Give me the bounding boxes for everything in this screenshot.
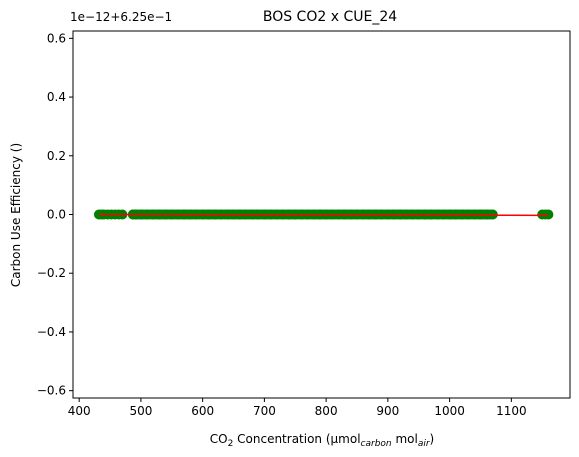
x-axis-label-mol: mol bbox=[392, 432, 418, 446]
x-tick-label: 900 bbox=[376, 404, 399, 418]
y-tick-label: 0.6 bbox=[47, 31, 66, 45]
x-axis-label-prefix: CO bbox=[210, 432, 228, 446]
x-tick-label: 800 bbox=[315, 404, 338, 418]
scatter-point bbox=[486, 210, 495, 219]
fit-line bbox=[99, 215, 548, 216]
y-tick-label: 0.2 bbox=[47, 149, 66, 163]
x-axis-label-middle: Concentration (µmol bbox=[233, 432, 360, 446]
x-tick-label: 400 bbox=[68, 404, 91, 418]
x-tick-label: 600 bbox=[191, 404, 214, 418]
y-tick-label: 0.4 bbox=[47, 90, 66, 104]
y-tick-label: 0.0 bbox=[47, 208, 66, 222]
x-tick-label: 700 bbox=[253, 404, 276, 418]
y-tick-label: −0.6 bbox=[37, 384, 66, 398]
x-tick-label: 500 bbox=[129, 404, 152, 418]
plot-area bbox=[94, 210, 552, 219]
chart-title: BOS CO2 x CUE_24 bbox=[263, 9, 397, 25]
x-axis-label-suffix: ) bbox=[430, 432, 435, 446]
y-axis-label: Carbon Use Efficiency () bbox=[9, 143, 23, 287]
y-offset-text: 1e−12+6.25e−1 bbox=[70, 10, 172, 24]
x-axis-label-sub-carbon: carbon bbox=[361, 439, 392, 449]
x-tick-label: 1000 bbox=[434, 404, 465, 418]
x-tick-label: 1100 bbox=[496, 404, 527, 418]
scatter-point bbox=[544, 210, 553, 219]
y-tick-label: −0.2 bbox=[37, 266, 66, 280]
y-tick-label: −0.4 bbox=[37, 325, 66, 339]
